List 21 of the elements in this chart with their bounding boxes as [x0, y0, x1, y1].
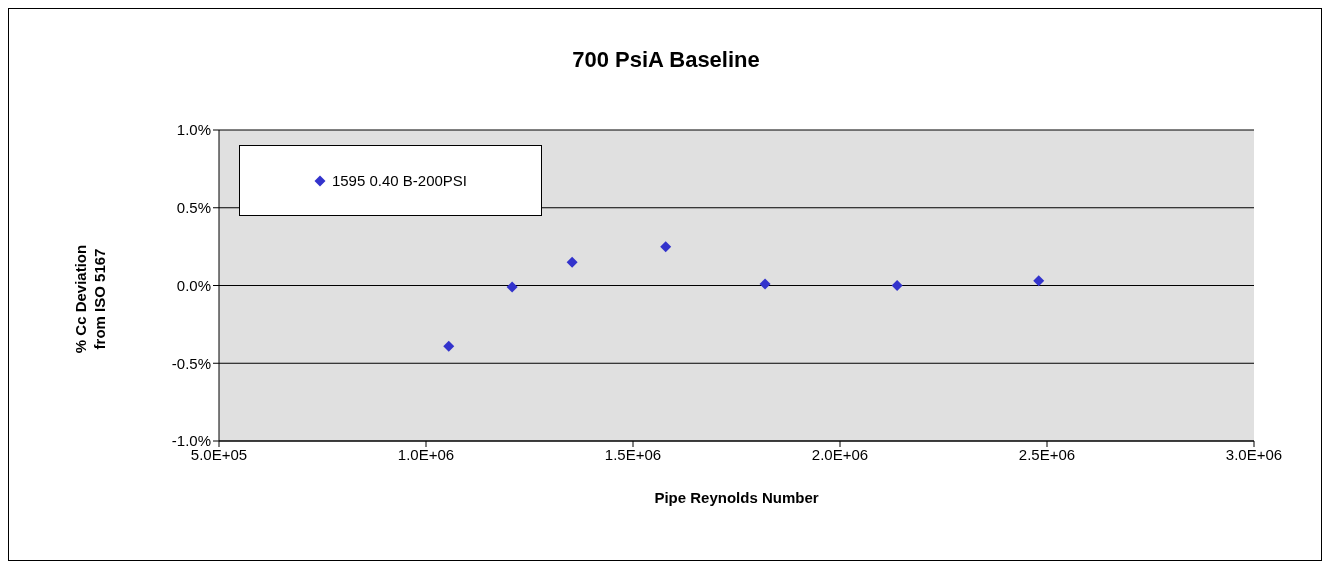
point — [660, 241, 672, 253]
point — [1033, 275, 1045, 287]
y-tick-label: 0.0% — [176, 276, 211, 294]
point — [759, 278, 771, 290]
point — [443, 340, 455, 352]
y-tick-label: -0.5% — [171, 354, 211, 372]
point — [506, 281, 518, 293]
legend-label: 1595 0.40 B-200PSI — [331, 172, 468, 189]
y-axis-title: % Cc Deviation from ISO 5167 — [71, 243, 109, 356]
point — [891, 280, 903, 291]
legend-box: 1595 0.40 B-200PSI — [239, 145, 542, 216]
x-tick-label: 3.0E+06 — [1225, 445, 1283, 463]
x-axis-title: Pipe Reynolds Number — [654, 489, 819, 506]
y-tick-label: 0.5% — [176, 199, 211, 217]
chart-title: 700 PsiA Baseline — [571, 47, 761, 73]
point — [566, 256, 578, 268]
x-tick-label: 2.5E+06 — [1018, 445, 1076, 463]
x-tick-label: 2.0E+06 — [811, 445, 869, 463]
y-tick-label: 1.0% — [176, 121, 211, 139]
x-tick-label: 1.0E+06 — [397, 445, 455, 463]
x-tick-label: 1.5E+06 — [604, 445, 662, 463]
